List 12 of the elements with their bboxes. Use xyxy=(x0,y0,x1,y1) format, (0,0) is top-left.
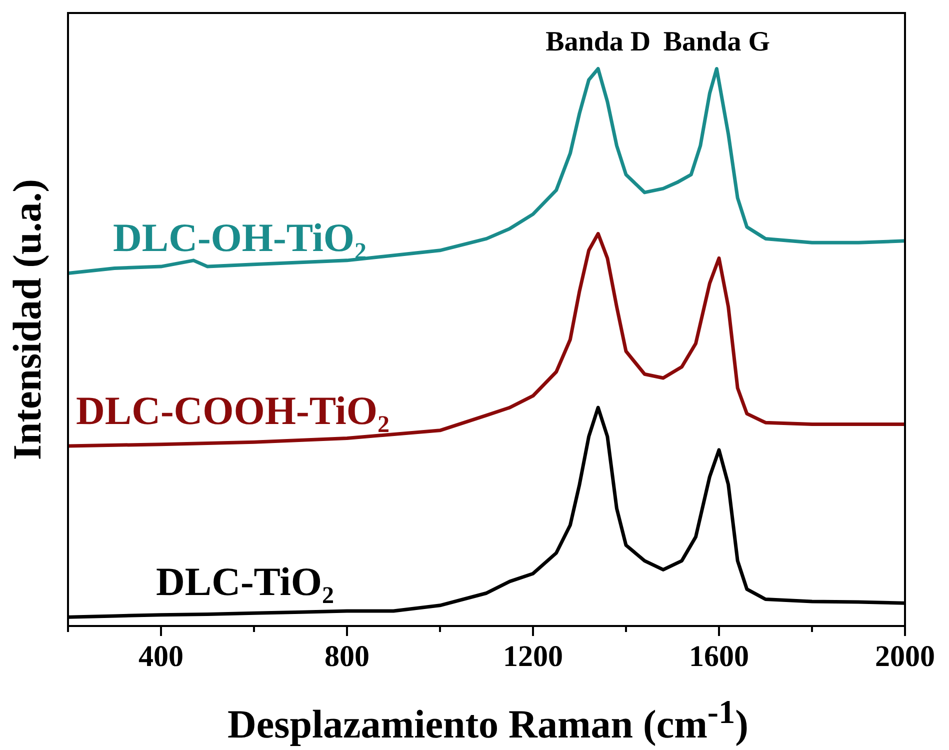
annotation: Banda G xyxy=(663,26,770,58)
x-tick-label: 800 xyxy=(324,640,370,673)
x-axis-title: Desplazamiento Raman (cm$^{-1}$) xyxy=(226,694,750,748)
x-tick-label: 400 xyxy=(138,640,184,673)
x-tick-label: 1600 xyxy=(689,640,749,673)
series-label: DLC-COOH-TiO₂ xyxy=(76,388,390,433)
annotation: Banda D xyxy=(546,26,651,58)
x-tick-label: 2000 xyxy=(875,640,935,673)
series-label: DLC-OH-TiO₂ xyxy=(113,215,366,260)
series-label: DLC-TiO₂ xyxy=(156,559,334,604)
y-axis-title: Intensidad (u.a.) xyxy=(4,178,50,460)
x-tick-label: 1200 xyxy=(503,640,563,673)
